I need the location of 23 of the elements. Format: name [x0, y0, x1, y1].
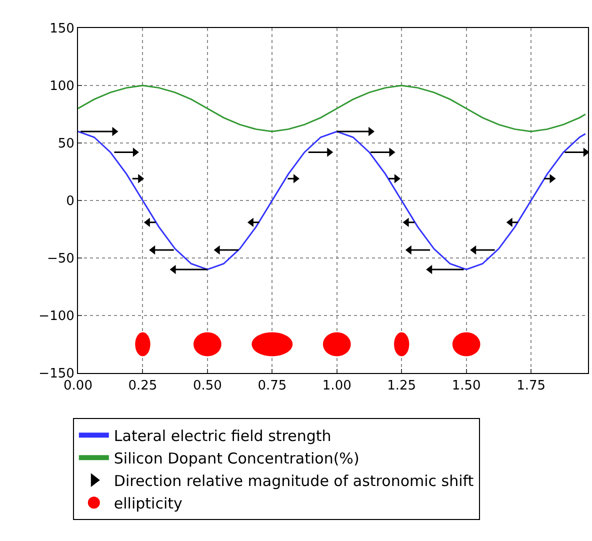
y-tick-label: 0 — [66, 194, 74, 210]
line-series — [78, 130, 586, 270]
x-tick-label: 1.50 — [452, 378, 481, 394]
legend-label: ellipticity — [114, 494, 182, 512]
x-tick-label: 1.00 — [322, 378, 352, 394]
y-tick-label: 150 — [50, 22, 74, 37]
point — [322, 332, 351, 356]
x-tick-label: 0.00 — [64, 378, 92, 394]
x-tick-label: 0.50 — [192, 378, 222, 394]
x-tick-label: 0.75 — [258, 378, 287, 394]
y-tick-label: 100 — [50, 79, 74, 94]
legend-label: Lateral electric field strength — [114, 426, 332, 445]
legend-label: Silicon Dopant Concentration(%) — [114, 449, 360, 468]
y-tick-label: 50 — [58, 136, 74, 152]
x-tick-label: 0.25 — [128, 378, 158, 394]
x-tick-label: 1.25 — [387, 378, 416, 394]
y-tick-label: −50 — [46, 252, 74, 267]
legend-label: Direction relative magnitude of astronomic shift — [114, 472, 474, 490]
line-series — [78, 84, 586, 132]
y-tick-label: −100 — [38, 309, 74, 324]
point — [452, 332, 480, 356]
x-tick-label: 1.75 — [516, 378, 546, 394]
point — [194, 332, 222, 356]
